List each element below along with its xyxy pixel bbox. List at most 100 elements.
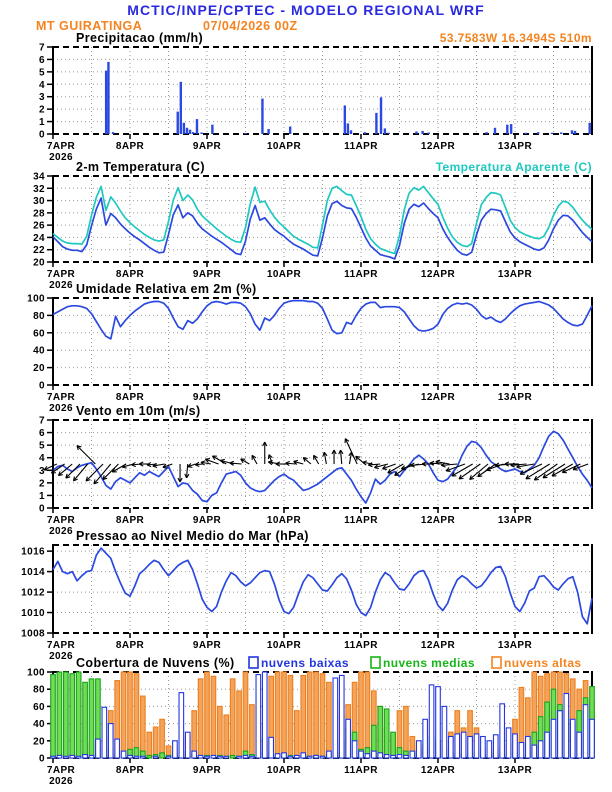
- xtick-label: 12APR: [421, 515, 456, 526]
- legend-swatch-nuvens-baixas: [248, 656, 259, 669]
- legend-swatch-nuvens-altas: [491, 656, 502, 669]
- xtick-label: 12APR: [421, 269, 456, 280]
- xtick-label: 9APR: [193, 269, 222, 280]
- series-precip-mm-h: [104, 61, 591, 135]
- xtick-label: 9APR: [193, 515, 222, 526]
- ytick-label-precipitation: 3: [39, 92, 45, 103]
- ytick-label-wind: 5: [39, 441, 45, 452]
- panel-title-temperature: 2-m Temperatura (C): [76, 160, 205, 174]
- xtick-label: 12APR: [421, 640, 456, 651]
- ytick-label-wind: 6: [39, 428, 45, 439]
- ytick-label-humidity: 0: [39, 381, 45, 392]
- xtick-label: 7APR: [47, 765, 76, 776]
- run-datetime: 07/04/2026 00Z: [203, 19, 298, 33]
- ytick-label-pressure: 1008: [21, 629, 45, 640]
- xtick-label: 13APR: [498, 515, 533, 526]
- ytick-label-wind: 0: [39, 504, 45, 515]
- xtick-label: 12APR: [421, 765, 456, 776]
- xtick-label: 8APR: [116, 515, 145, 526]
- ytick-label-humidity: 80: [33, 311, 45, 322]
- legend-label: nuvens altas: [504, 656, 582, 670]
- xtick-label: 13APR: [498, 765, 533, 776]
- xtick-label: 13APR: [498, 141, 533, 152]
- xtick-label: 7APR: [47, 640, 76, 651]
- xtick-label: 13APR: [498, 269, 533, 280]
- ytick-label-precipitation: 2: [39, 105, 45, 116]
- panel-right-label-precipitation: 53.7583W 16.3494S 510m: [440, 31, 592, 45]
- xtick-label: 11APR: [344, 141, 378, 152]
- xtick-label: 7APR: [47, 141, 76, 152]
- ytick-label-precipitation: 7: [39, 43, 45, 54]
- panel-title-pressure: Pressao ao Nivel Medio do Mar (hPa): [76, 529, 309, 543]
- ytick-label-wind: 2: [39, 478, 45, 489]
- xtick-year: 2026: [49, 403, 73, 414]
- xtick-label: 7APR: [47, 392, 76, 403]
- ytick-label-humidity: 100: [27, 294, 45, 305]
- ytick-label-precipitation: 6: [39, 55, 45, 66]
- ytick-label-temperature: 24: [33, 233, 45, 244]
- series-vento-velocidade: [52, 430, 593, 504]
- ytick-label-clouds: 100: [27, 668, 45, 679]
- xtick-year: 2026: [49, 280, 73, 291]
- ytick-label-pressure: 1016: [21, 547, 45, 558]
- ytick-label-temperature: 22: [33, 245, 45, 256]
- ytick-label-pressure: 1012: [21, 588, 45, 599]
- station-name: MT GUIRATINGA: [36, 19, 143, 33]
- panel-title-humidity: Umidade Relativa em 2m (%): [76, 282, 257, 296]
- xtick-label: 8APR: [116, 765, 145, 776]
- xtick-label: 10APR: [267, 392, 302, 403]
- ytick-label-wind: 4: [39, 453, 45, 464]
- xtick-label: 9APR: [193, 141, 222, 152]
- ytick-label-temperature: 26: [33, 221, 45, 232]
- xtick-label: 9APR: [193, 765, 222, 776]
- xtick-label: 9APR: [193, 640, 222, 651]
- xtick-label: 11APR: [344, 640, 378, 651]
- legend-swatch-nuvens-medias: [370, 656, 381, 669]
- ytick-label-humidity: 60: [33, 328, 45, 339]
- series-pressao-nmm: [52, 547, 593, 625]
- model-title: MCTIC/INPE/CPTEC - MODELO REGIONAL WRF: [127, 2, 485, 18]
- panel-right-label-temperature: Temperatura Aparente (C): [436, 160, 592, 174]
- xtick-label: 8APR: [116, 392, 145, 403]
- series-umidade-relativa: [52, 299, 593, 340]
- series-temperatura-aparente: [52, 185, 593, 255]
- xtick-label: 12APR: [421, 141, 456, 152]
- panel-title-clouds: Cobertura de Nuvens (%): [76, 656, 235, 670]
- xtick-label: 10APR: [267, 765, 302, 776]
- ytick-label-wind: 1: [39, 491, 45, 502]
- xtick-year: 2026: [49, 651, 73, 662]
- ytick-label-pressure: 1014: [21, 567, 45, 578]
- xtick-year: 2026: [49, 526, 73, 537]
- ytick-label-pressure: 1010: [21, 608, 45, 619]
- panel-title-precipitation: Precipitacao (mm/h): [76, 31, 203, 45]
- xtick-label: 11APR: [344, 515, 378, 526]
- ytick-label-precipitation: 4: [39, 80, 45, 91]
- ytick-label-temperature: 32: [33, 184, 45, 195]
- ytick-label-clouds: 20: [33, 736, 45, 747]
- xtick-label: 11APR: [344, 392, 378, 403]
- xtick-year: 2026: [49, 776, 73, 787]
- ytick-label-temperature: 28: [33, 208, 45, 219]
- xtick-label: 8APR: [116, 269, 145, 280]
- xtick-label: 8APR: [116, 640, 145, 651]
- panel-title-wind: Vento em 10m (m/s): [76, 404, 201, 418]
- ytick-label-clouds: 0: [39, 754, 45, 765]
- series-vento-direcao: [43, 438, 589, 485]
- xtick-label: 10APR: [267, 141, 302, 152]
- ytick-label-clouds: 60: [33, 702, 45, 713]
- ytick-label-humidity: 40: [33, 346, 45, 357]
- ytick-label-wind: 7: [39, 416, 45, 427]
- ytick-label-clouds: 40: [33, 719, 45, 730]
- xtick-label: 8APR: [116, 141, 145, 152]
- xtick-label: 7APR: [47, 269, 76, 280]
- ytick-label-temperature: 34: [33, 172, 45, 183]
- ytick-label-precipitation: 5: [39, 67, 45, 78]
